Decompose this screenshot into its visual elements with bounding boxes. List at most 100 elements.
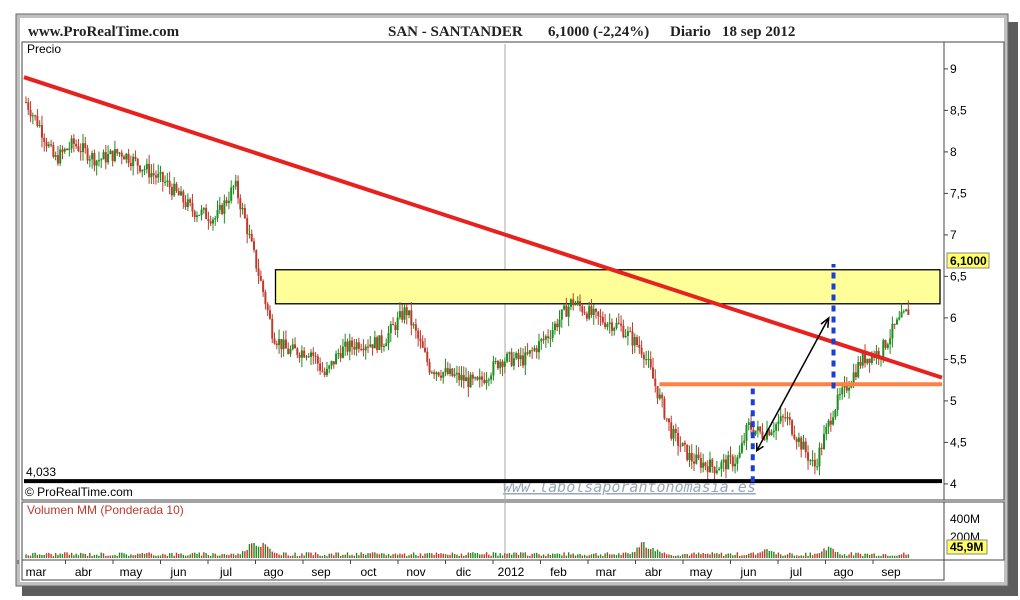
volume-bar <box>720 552 723 558</box>
price-tick-label: 5,5 <box>950 352 967 366</box>
candle-body <box>424 347 426 352</box>
volume-bar <box>178 553 180 558</box>
volume-bar <box>659 551 661 558</box>
volume-bar <box>371 552 374 558</box>
volume-bar <box>725 554 727 558</box>
time-tick-label: mar <box>596 565 617 579</box>
volume-bar <box>807 555 809 558</box>
volume-bar <box>98 555 100 558</box>
volume-bar <box>111 555 114 558</box>
volume-bar <box>127 555 130 558</box>
candle-body <box>729 455 732 457</box>
candle-body <box>852 372 855 384</box>
volume-bar <box>563 552 565 558</box>
volume-bar <box>846 555 848 558</box>
volume-bar <box>89 552 91 558</box>
volume-bar <box>597 555 599 558</box>
volume-bar <box>647 548 650 558</box>
volume-bar <box>868 554 871 558</box>
candle-body <box>597 311 600 317</box>
candle-body <box>134 156 137 159</box>
candle-body <box>241 208 244 210</box>
volume-bar <box>317 554 319 558</box>
candle-body <box>398 311 401 318</box>
candle-body <box>314 355 317 357</box>
volume-panel-label: Volumen MM (Ponderada 10) <box>27 503 184 517</box>
volume-bar <box>232 553 235 558</box>
volume-bar <box>561 555 563 558</box>
candle-body <box>549 337 552 339</box>
volume-bar <box>157 555 159 558</box>
candle-body <box>544 336 547 340</box>
candle-body <box>412 324 415 326</box>
price-candles <box>25 96 910 482</box>
resistance-zone <box>274 269 941 305</box>
time-tick-label: jul <box>789 565 802 579</box>
candle-body <box>795 438 798 442</box>
candle-body <box>355 342 358 350</box>
volume-bar <box>782 555 784 558</box>
candle-body <box>191 202 194 212</box>
volume-bar <box>75 553 77 558</box>
volume-bar <box>859 553 862 558</box>
volume-bar <box>123 553 125 558</box>
candle-body <box>68 148 71 150</box>
candle-body <box>626 331 629 336</box>
candle-body <box>636 337 639 345</box>
price-axis-ticks: 9 8,5 8 7,5 7 6,5 6 5,5 5 4,5 4 <box>944 62 967 491</box>
volume-bar <box>109 555 112 558</box>
candle-body <box>100 159 103 161</box>
candle-body <box>248 233 251 235</box>
candle-body <box>246 218 249 235</box>
candle-body <box>663 398 666 419</box>
volume-bar <box>531 553 533 558</box>
candle-body <box>610 322 613 331</box>
candle-body <box>528 350 531 354</box>
candle-body <box>234 180 237 187</box>
volume-bar <box>558 553 561 558</box>
volume-bar <box>903 552 905 558</box>
volume-bar <box>214 553 216 558</box>
candle-body <box>61 149 64 152</box>
candle-body <box>768 430 771 436</box>
volume-bar <box>406 556 408 558</box>
candle-body <box>225 200 228 204</box>
candle-body <box>97 160 100 162</box>
candle-body <box>54 155 57 157</box>
volume-bar <box>727 553 729 558</box>
candle-body <box>239 198 242 210</box>
candle-body <box>804 441 807 453</box>
volume-bar <box>253 542 255 558</box>
candle-body <box>490 375 493 380</box>
volume-bar <box>383 553 385 558</box>
candle-body <box>428 362 431 373</box>
candle-body <box>273 338 276 344</box>
candle-body <box>43 137 46 142</box>
volume-bar <box>574 555 577 558</box>
candle-body <box>287 348 290 354</box>
volume-bar <box>401 554 403 558</box>
time-tick-label: mar <box>26 565 47 579</box>
volume-bar <box>365 554 367 558</box>
candle-body <box>866 358 869 364</box>
candle-body <box>56 155 59 164</box>
candle-body <box>164 181 167 183</box>
volume-bar <box>43 554 45 558</box>
candle-body <box>419 338 422 342</box>
candle-body <box>467 377 470 388</box>
volume-bar <box>237 553 239 558</box>
volume-tick-400: 400M <box>950 512 980 526</box>
candle-body <box>312 352 315 356</box>
candle-body <box>328 365 331 369</box>
candle-body <box>259 275 262 281</box>
candle-body <box>868 358 871 363</box>
volume-bar <box>25 554 27 558</box>
candle-body <box>645 359 648 361</box>
candle-body <box>417 330 420 339</box>
volume-bar <box>385 555 387 558</box>
volume-bar <box>850 552 853 558</box>
time-tick-label: ago <box>833 565 853 579</box>
volume-bar <box>805 552 807 558</box>
candle-body <box>569 299 572 307</box>
candle-body <box>198 214 201 216</box>
